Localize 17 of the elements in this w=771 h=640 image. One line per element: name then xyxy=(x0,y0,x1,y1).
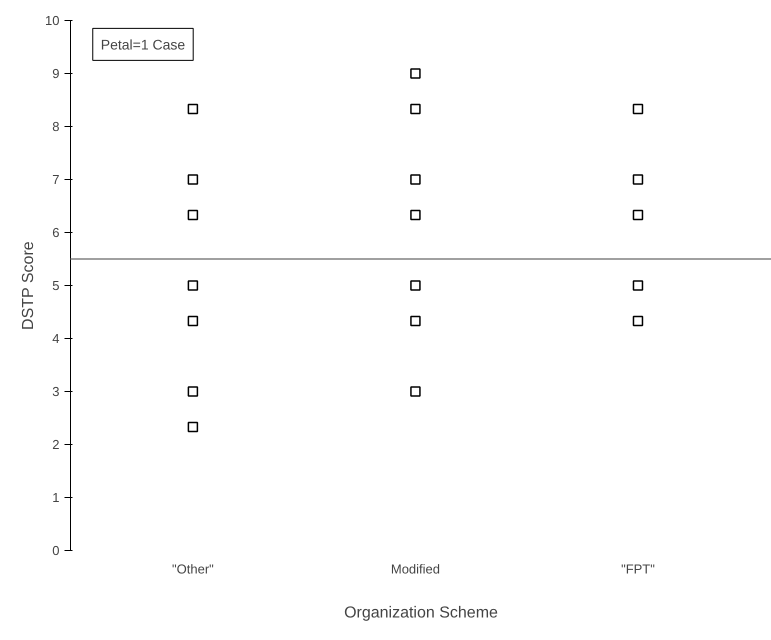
y-tick-label: 0 xyxy=(52,543,60,558)
x-tick-label: "Other" xyxy=(172,562,214,576)
annotation: Petal=1 Case xyxy=(100,36,186,52)
y-tick-label: 3 xyxy=(52,384,60,399)
x-tick-label: "FPT" xyxy=(621,562,656,576)
y-tick-label: 2 xyxy=(52,437,60,452)
x-axis-title: Organization Scheme xyxy=(344,604,498,622)
y-tick-label: 9 xyxy=(52,66,60,81)
y-tick-label: 4 xyxy=(52,331,60,346)
y-tick-label: 5 xyxy=(52,278,60,293)
y-tick-label: 6 xyxy=(52,225,60,240)
y-tick-label: 8 xyxy=(52,119,60,134)
y-tick-label: 10 xyxy=(45,13,60,28)
y-tick-label: 7 xyxy=(52,172,60,187)
y-axis-title: DSTP Score xyxy=(20,241,38,330)
x-tick-label: Modified xyxy=(390,562,440,576)
y-tick-label: 1 xyxy=(52,490,60,505)
